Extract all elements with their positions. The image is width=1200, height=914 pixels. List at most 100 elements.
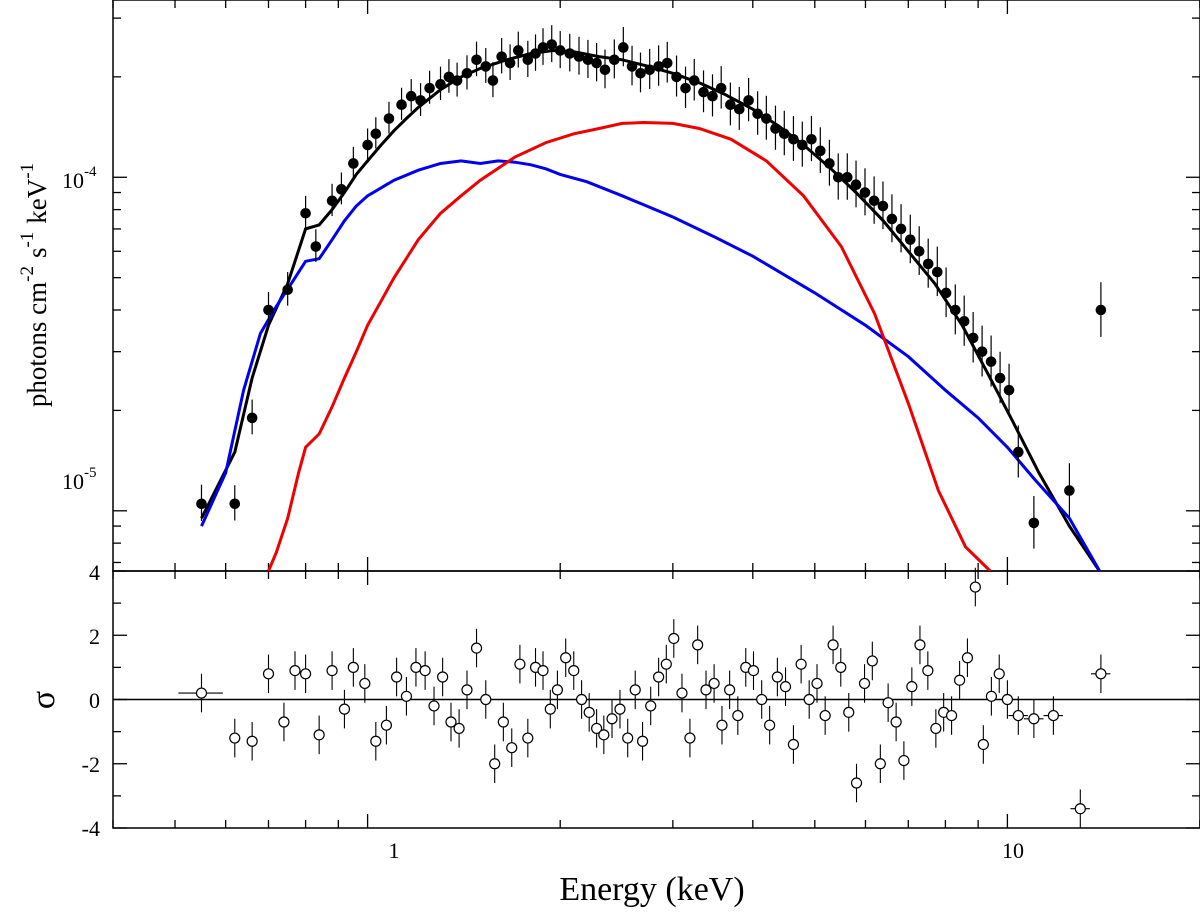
- data-point: [922, 258, 934, 270]
- residual-point: [756, 693, 768, 706]
- data-point: [370, 128, 382, 140]
- data-point: [761, 113, 772, 124]
- data-point: [1012, 446, 1024, 458]
- x-axis-label: Energy (keV): [559, 871, 744, 908]
- ytick-label-1e-5-exp: -5: [84, 465, 97, 481]
- data-point: [850, 179, 862, 190]
- residual-point: [246, 735, 258, 747]
- residual-point: [930, 722, 942, 735]
- data-point: [1064, 485, 1075, 496]
- data-point: [752, 108, 763, 120]
- data-point: [967, 332, 979, 344]
- ytick-label-1e-4-exp: -4: [84, 164, 97, 180]
- residual-point: [480, 693, 492, 706]
- data-point: [573, 51, 585, 62]
- data-point: [994, 372, 1006, 384]
- residual-point: [668, 632, 680, 645]
- residual-point: [724, 684, 736, 696]
- residual-point: [858, 677, 871, 690]
- residual-point: [866, 655, 878, 667]
- residual-point: [560, 652, 572, 664]
- ylabel-s: s: [22, 248, 52, 259]
- ylabel-photons: photons cm: [22, 282, 52, 407]
- residual-point: [1001, 693, 1014, 706]
- residual-ylabel: σ: [25, 691, 62, 709]
- data-point: [859, 187, 871, 198]
- spectrum-clipped-group: [196, 25, 1107, 571]
- residual-point: [313, 729, 325, 741]
- residual-point: [890, 716, 902, 728]
- data-point: [1003, 384, 1015, 396]
- residual-point: [692, 639, 704, 651]
- data-point: [653, 61, 664, 72]
- residual-point: [645, 700, 657, 712]
- data-point: [877, 200, 889, 212]
- data-point: [512, 45, 524, 56]
- residual-point: [400, 690, 413, 702]
- data-point: [715, 82, 727, 94]
- data-point: [1095, 304, 1107, 316]
- residual-point: [993, 668, 1005, 680]
- data-point: [300, 207, 311, 219]
- residual-point: [506, 742, 518, 754]
- data-point: [591, 57, 602, 69]
- residual-point: [779, 681, 792, 693]
- data-point: [461, 67, 473, 79]
- data-point: [832, 171, 844, 183]
- residual-point: [262, 668, 275, 680]
- data-point: [940, 287, 952, 299]
- residual-point: [278, 716, 290, 728]
- residual-point: [514, 658, 526, 670]
- residual-point: [551, 684, 564, 696]
- residual-point: [700, 684, 712, 696]
- residual-point: [906, 681, 918, 693]
- data-point: [796, 139, 808, 151]
- residual-point: [629, 684, 641, 696]
- residual-point: [636, 735, 649, 747]
- residual-ytick-4: 4: [89, 560, 100, 585]
- data-point: [743, 95, 754, 106]
- residual-point: [850, 777, 863, 789]
- residual-point: [811, 677, 823, 690]
- data-point: [806, 133, 817, 145]
- ytick-label-1e-4: 10-4: [62, 164, 97, 193]
- residual-point: [787, 738, 800, 751]
- residual-point: [882, 697, 894, 709]
- residual-point: [660, 658, 672, 670]
- residual-point: [489, 758, 501, 770]
- data-point: [496, 51, 507, 62]
- ylabel-cm-exp: -2: [17, 266, 38, 282]
- data-point: [778, 128, 790, 140]
- residual-point: [1095, 668, 1107, 680]
- residual-point: [819, 709, 831, 722]
- residual-point: [326, 664, 338, 677]
- residual-point: [653, 671, 665, 683]
- data-point: [725, 99, 736, 111]
- residual-point: [614, 703, 626, 715]
- data-point: [626, 61, 638, 72]
- data-point: [246, 412, 258, 424]
- data-point: [443, 71, 455, 83]
- residual-point: [606, 713, 618, 725]
- data-point: [310, 241, 322, 252]
- residual-point: [537, 664, 549, 677]
- spectrum-axis-ticks: [112, 0, 1200, 571]
- data-point: [564, 48, 576, 59]
- spectrum-panel-frame: [112, 0, 1200, 572]
- spectrum-series: [196, 25, 1107, 571]
- residual-point: [575, 693, 588, 706]
- data-point: [582, 54, 594, 66]
- residual-point: [843, 706, 855, 718]
- residual-point: [898, 754, 910, 767]
- residual-point: [771, 671, 783, 683]
- data-point: [886, 213, 898, 225]
- residual-point: [568, 664, 580, 677]
- residual-point: [1074, 803, 1086, 815]
- data-point: [824, 158, 835, 169]
- data-point: [196, 498, 207, 510]
- residual-point: [985, 690, 997, 702]
- data-point: [841, 171, 853, 183]
- residual-point: [764, 719, 776, 731]
- residual-point: [835, 661, 847, 673]
